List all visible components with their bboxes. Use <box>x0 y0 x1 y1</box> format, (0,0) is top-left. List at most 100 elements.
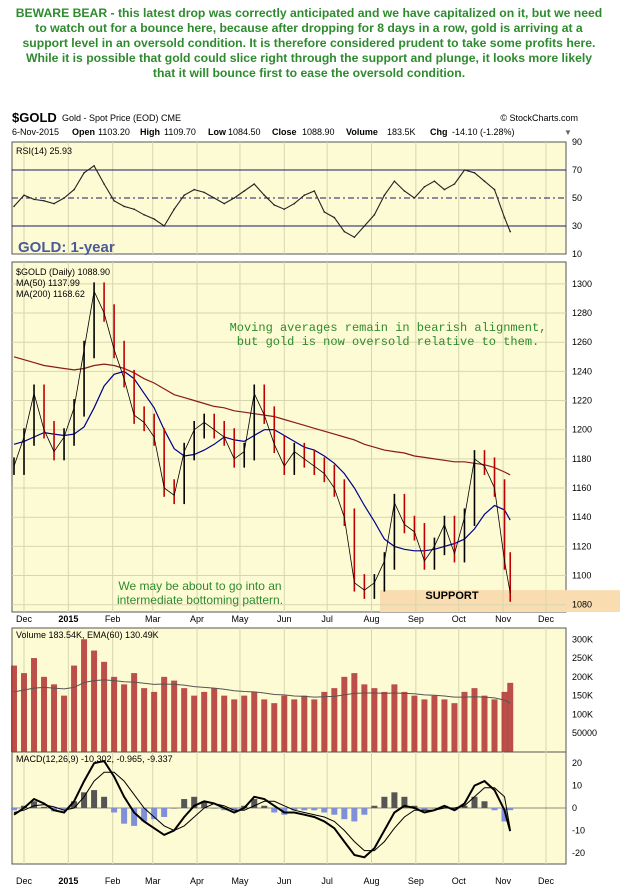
macd-histogram-bar <box>111 808 118 813</box>
rsi-point <box>423 186 426 188</box>
macd-histogram-bar <box>91 790 98 808</box>
rsi-point <box>143 214 145 216</box>
macd-histogram-bar <box>81 792 88 808</box>
rsi-point <box>103 183 105 185</box>
x-tick-label: Dec <box>16 876 33 886</box>
volume-bar <box>21 673 28 752</box>
x-tick-label: Jun <box>277 876 292 886</box>
y-tick-label: 1220 <box>572 396 592 406</box>
rsi-point <box>323 211 326 213</box>
x-tick-label: Aug <box>364 876 380 886</box>
rsi-point <box>13 205 15 208</box>
rsi-point <box>433 180 436 182</box>
y-tick-label: 1100 <box>572 571 591 581</box>
x-tick-label: Dec <box>538 876 555 886</box>
volume-bar <box>221 695 228 752</box>
ma50-legend: MA(50) 1137.99 <box>16 278 80 288</box>
y-tick-label: 300K <box>572 634 593 644</box>
macd-histogram-bar <box>131 808 138 826</box>
rsi-point <box>493 188 496 191</box>
y-tick-label: 30 <box>572 221 582 231</box>
rsi-point <box>93 165 95 167</box>
close-label: Close <box>272 127 297 137</box>
macd-histogram-bar <box>471 796 478 808</box>
x-tick-label: Apr <box>190 614 204 624</box>
x-tick-label: Feb <box>105 876 121 886</box>
volume-bar <box>421 699 428 752</box>
volume-bar <box>51 684 58 752</box>
x-tick-label: Nov <box>495 876 512 886</box>
rsi-point <box>263 194 266 196</box>
volume-bar <box>381 691 388 752</box>
volume-legend: Volume 183.54K, EMA(60) 130.49K <box>16 630 159 640</box>
volume-bar <box>41 676 48 752</box>
volume-bar <box>471 688 478 752</box>
rsi-point <box>463 169 466 171</box>
x-tick-label: May <box>231 614 249 624</box>
volume-bar <box>171 680 178 752</box>
macd-legend: MACD(12,26,9) -10.302, -0.965, -9.337 <box>16 754 173 764</box>
y-tick-label: 1120 <box>572 541 591 551</box>
y-tick-label: 1180 <box>572 454 591 464</box>
x-tick-label: Mar <box>145 614 161 624</box>
support-band <box>380 590 620 612</box>
x-tick-label: Dec <box>538 614 555 624</box>
change-value: -14.10 (-1.28%) <box>452 127 515 137</box>
x-tick-label: Jun <box>277 614 292 624</box>
y-tick-label: 10 <box>572 781 582 791</box>
macd-histogram-bar <box>461 805 468 808</box>
rsi-point <box>133 208 135 210</box>
volume-bar <box>241 695 248 752</box>
low-label: Low <box>208 127 226 137</box>
rsi-point <box>203 191 205 194</box>
rsi-point <box>173 208 175 210</box>
macd-histogram-bar <box>501 808 508 822</box>
y-tick-label: 200K <box>572 672 593 682</box>
x-tick-label: Jul <box>321 614 333 624</box>
rsi-point <box>403 190 406 192</box>
volume-bar <box>411 695 418 752</box>
y-tick-label: 20 <box>572 758 582 768</box>
open-label: Open <box>72 127 96 137</box>
macd-histogram-bar <box>191 796 198 808</box>
rsi-point <box>353 236 356 238</box>
menu-down-icon[interactable]: ▼ <box>564 128 572 137</box>
volume-bar <box>451 703 458 752</box>
macd-histogram-bar <box>171 808 178 809</box>
macd-histogram-bar <box>121 808 128 824</box>
macd-histogram-bar <box>507 808 514 811</box>
volume-bar <box>61 695 68 752</box>
rsi-point <box>223 202 226 205</box>
price-chart-title: GOLD: 1-year <box>18 239 115 256</box>
rsi-point <box>503 216 506 219</box>
volume-bar <box>291 699 298 752</box>
macd-histogram-bar <box>71 801 78 808</box>
macd-histogram-bar <box>211 808 218 809</box>
macd-histogram-bar <box>291 808 298 811</box>
rsi-point <box>393 180 396 182</box>
volume-bar <box>391 684 398 752</box>
macd-histogram-bar <box>141 808 148 822</box>
macd-histogram-bar <box>481 801 488 808</box>
volume-bar <box>81 639 88 752</box>
y-tick-label: 1260 <box>572 337 592 347</box>
macd-histogram-bar <box>271 808 278 813</box>
macd-histogram-bar <box>231 808 238 811</box>
symbol-description: Gold - Spot Price (EOD) CME <box>62 113 182 123</box>
volume-bar <box>371 688 378 752</box>
volume-bar <box>281 695 288 752</box>
rsi-point <box>153 218 155 220</box>
x-tick-label: Apr <box>190 876 204 886</box>
volume-bar <box>321 691 328 752</box>
y-tick-label: 1240 <box>572 366 592 376</box>
macd-histogram-bar <box>161 808 168 817</box>
x-tick-label: Sep <box>408 876 424 886</box>
high-value: 1109.70 <box>164 127 196 137</box>
macd-histogram-bar <box>61 808 68 811</box>
x-tick-label: Dec <box>16 614 33 624</box>
volume-label: Volume <box>346 127 378 137</box>
macd-histogram-bar <box>361 808 368 815</box>
macd-histogram-bar <box>221 808 228 811</box>
price-panel <box>11 261 567 613</box>
